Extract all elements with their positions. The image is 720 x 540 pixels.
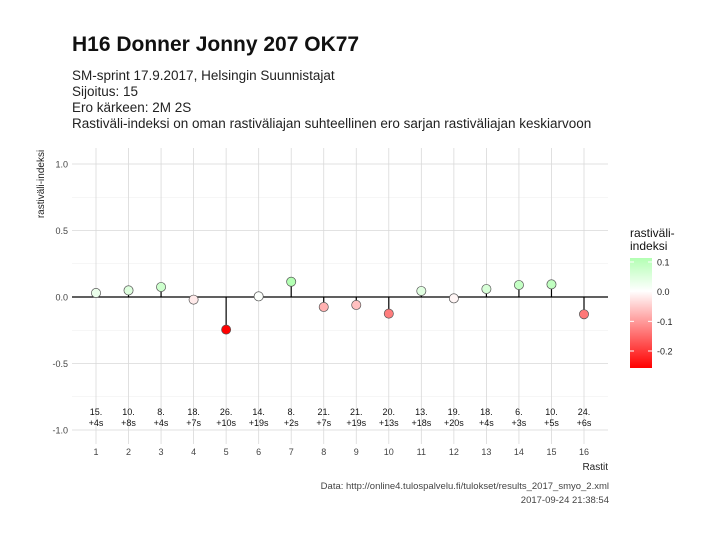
control-rank-label: 15. [90, 407, 103, 417]
x-tick-label: 13 [481, 447, 491, 457]
control-rank-label: 8. [287, 407, 295, 417]
control-time-label: +7s [186, 418, 201, 428]
data-point [286, 276, 297, 287]
control-time-label: +19s [249, 418, 269, 428]
x-tick-label: 6 [256, 447, 261, 457]
data-source: Data: http://online4.tulospalvelu.fi/tul… [320, 481, 609, 492]
legend-title: rastiväli- indeksi [630, 226, 675, 253]
data-point [351, 300, 362, 310]
control-time-label: +10s [216, 418, 236, 428]
data-point [481, 284, 492, 294]
x-tick-label: 15 [546, 447, 556, 457]
y-tick-label: -0.5 [52, 359, 68, 369]
control-time-label: +5s [544, 418, 559, 428]
x-tick-label: 10 [384, 447, 394, 457]
x-tick-label: 12 [449, 447, 459, 457]
control-time-label: +18s [411, 418, 431, 428]
control-rank-label: 10. [122, 407, 135, 417]
legend-tick-label: 0.0 [657, 287, 670, 297]
control-rank-label: 20. [383, 407, 396, 417]
x-axis-title: Rastit [582, 462, 608, 473]
control-rank-label: 21. [317, 407, 330, 417]
subtitle-race: SM-sprint 17.9.2017, Helsingin Suunnista… [72, 68, 335, 83]
data-point [513, 280, 524, 290]
control-time-label: +4s [154, 418, 169, 428]
control-time-label: +2s [284, 418, 299, 428]
data-point [188, 294, 199, 305]
control-rank-label: 13. [415, 407, 428, 417]
control-time-label: +4s [479, 418, 494, 428]
x-tick-label: 3 [159, 447, 164, 457]
control-time-label: +8s [121, 418, 136, 428]
control-time-label: +13s [379, 418, 399, 428]
subtitle-description: Rastiväli-indeksi on oman rastiväliajan … [72, 116, 592, 131]
legend-tick-label: 0.1 [657, 258, 670, 268]
data-point [546, 279, 557, 290]
subtitle-gap: Ero kärkeen: 2M 2S [72, 100, 192, 115]
control-rank-label: 14. [252, 407, 265, 417]
y-tick-label: 0.5 [55, 226, 68, 236]
y-tick-label: -1.0 [52, 426, 68, 436]
control-time-label: +20s [444, 418, 464, 428]
chart-title: H16 Donner Jonny 207 OK77 [72, 33, 360, 56]
control-rank-label: 18. [480, 407, 493, 417]
data-point [91, 288, 101, 298]
y-tick-label: 0.0 [55, 293, 68, 303]
control-rank-label: 6. [515, 407, 523, 417]
y-axis-title: rastiväli-indeksi [36, 150, 47, 218]
x-tick-label: 4 [191, 447, 196, 457]
control-time-label: +4s [89, 418, 104, 428]
legend-colorbar [630, 258, 652, 368]
data-point [448, 293, 459, 304]
data-point [253, 291, 264, 302]
x-tick-label: 5 [224, 447, 229, 457]
data-point [156, 282, 167, 292]
data-point [579, 309, 589, 320]
control-time-label: +3s [512, 418, 527, 428]
control-rank-label: 19. [448, 407, 461, 417]
control-rank-label: 10. [545, 407, 558, 417]
legend-tick-label: -0.1 [657, 317, 673, 327]
plot-panel [72, 148, 608, 444]
control-rank-label: 26. [220, 407, 233, 417]
control-rank-label: 18. [187, 407, 200, 417]
x-tick-label: 8 [321, 447, 326, 457]
x-tick-label: 1 [93, 447, 98, 457]
x-tick-label: 11 [417, 447, 426, 457]
control-rank-label: 21. [350, 407, 363, 417]
x-tick-label: 16 [579, 447, 589, 457]
legend-tick-label: -0.2 [657, 347, 673, 357]
x-tick-label: 7 [289, 447, 294, 457]
y-tick-label: 1.0 [55, 160, 68, 170]
data-point [383, 308, 394, 319]
data-point [416, 286, 427, 296]
subtitle-placement: Sijoitus: 15 [72, 84, 139, 99]
control-time-label: +19s [346, 418, 366, 428]
data-point [318, 302, 329, 312]
control-time-label: +6s [577, 418, 592, 428]
control-rank-label: 24. [578, 407, 591, 417]
x-tick-label: 14 [514, 447, 524, 457]
x-tick-label: 9 [354, 447, 359, 457]
data-point [221, 324, 232, 335]
x-tick-label: 2 [126, 447, 131, 457]
timestamp: 2017-09-24 21:38:54 [520, 495, 609, 506]
control-rank-label: 8. [157, 407, 165, 417]
control-time-label: +7s [316, 418, 331, 428]
data-point [123, 285, 134, 296]
